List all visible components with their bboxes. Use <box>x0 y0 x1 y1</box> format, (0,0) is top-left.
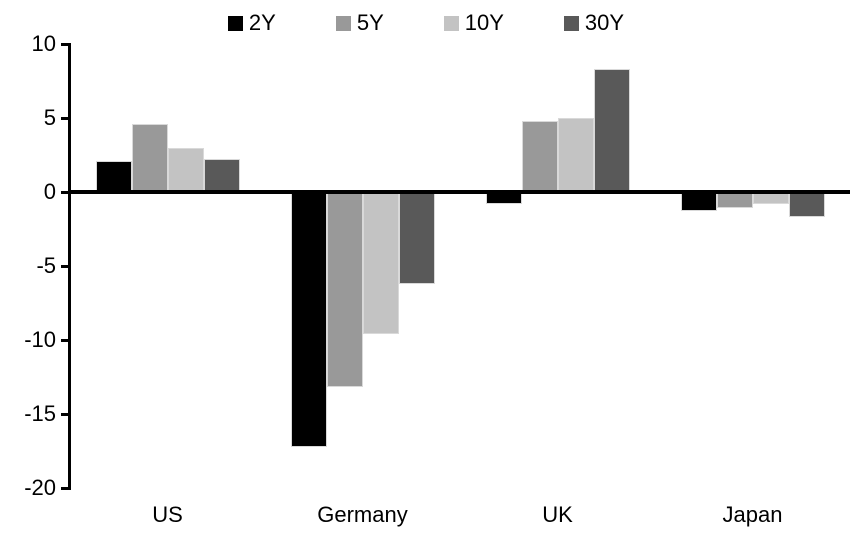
y-tick-mark-10 <box>61 42 70 46</box>
bar-us-30y <box>203 159 240 192</box>
bar-germany-5y <box>326 192 363 388</box>
y-tick-label--5: -5 <box>36 253 56 278</box>
y-tick-label-10: 10 <box>31 31 56 56</box>
legend-item-10y: 10Y <box>443 10 504 35</box>
legend-item-30y: 30Y <box>563 10 625 35</box>
y-tick-mark--15 <box>61 412 70 416</box>
y-axis-line <box>68 43 71 490</box>
y-tick-label--20: -20 <box>24 475 56 500</box>
legend-swatch-30y <box>563 15 579 31</box>
bar-japan-2y <box>680 192 717 212</box>
legend-label: 30Y <box>584 10 625 35</box>
y-tick-label-0: 0 <box>43 179 56 204</box>
y-tick-label--15: -15 <box>24 401 56 426</box>
category-label-japan: Japan <box>722 502 783 527</box>
legend-swatch-2y <box>227 15 243 31</box>
y-tick-label--10: -10 <box>24 327 56 352</box>
y-tick-label-5: 5 <box>43 105 56 130</box>
legend-label: 10Y <box>464 10 504 35</box>
bar-uk-30y <box>593 69 630 192</box>
bar-us-5y <box>131 123 168 192</box>
bar-japan-30y <box>788 192 825 218</box>
chart-legend: 2Y 5Y 10Y 30Y <box>0 10 852 36</box>
bar-us-10y <box>167 147 204 192</box>
y-tick-mark--5 <box>61 264 70 268</box>
bar-germany-2y <box>290 192 327 447</box>
legend-label: 5Y <box>356 10 384 35</box>
y-tick-mark--10 <box>61 338 70 342</box>
bar-germany-10y <box>362 192 399 335</box>
bar-us-2y <box>95 160 132 192</box>
legend-label: 2Y <box>248 10 276 35</box>
y-tick-mark-0 <box>61 190 70 194</box>
y-tick-mark--20 <box>61 486 70 490</box>
legend-item-2y: 2Y <box>227 10 276 35</box>
category-label-germany: Germany <box>317 502 408 527</box>
category-label-uk: UK <box>542 502 573 527</box>
bar-uk-5y <box>521 120 558 192</box>
bar-japan-5y <box>716 192 753 209</box>
legend-swatch-5y <box>335 15 351 31</box>
legend-item-5y: 5Y <box>335 10 384 35</box>
zero-line <box>68 190 850 194</box>
legend-swatch-10y <box>443 15 459 31</box>
bar-uk-10y <box>557 118 594 192</box>
category-label-us: US <box>152 502 183 527</box>
bar-germany-30y <box>398 192 435 284</box>
y-tick-mark-5 <box>61 116 70 120</box>
